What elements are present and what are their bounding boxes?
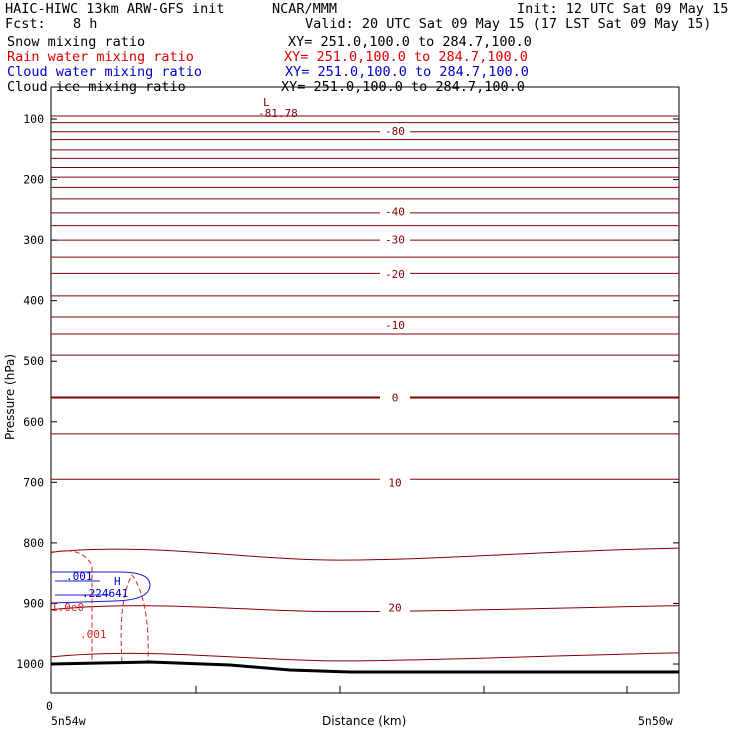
isotherm-line bbox=[50, 224, 680, 227]
isotherm-line bbox=[50, 316, 680, 318]
field-snow-xy: XY= 251.0,100.0 to 284.7,100.0 bbox=[288, 34, 532, 50]
isotherm-line bbox=[50, 652, 680, 662]
isotherm-label: -40 bbox=[385, 206, 405, 219]
rain-contour-right bbox=[120, 574, 149, 663]
isotherm-label-bg bbox=[380, 125, 410, 138]
isotherm-group: -80 -40 -30 -20 -10 0 10 20 bbox=[50, 115, 680, 662]
terrain-surface bbox=[50, 660, 679, 674]
isotherm-line bbox=[50, 605, 680, 613]
isotherm-line bbox=[50, 547, 680, 561]
isotherm-line bbox=[50, 272, 680, 275]
cloud-water-contours bbox=[50, 571, 151, 604]
cloud-water-outer-contour bbox=[50, 571, 151, 604]
y-tick-label: 400 bbox=[23, 294, 44, 308]
isotherm-label: -80 bbox=[385, 125, 405, 138]
x-right-label: 5n50w bbox=[638, 714, 673, 728]
isotherm-label: -30 bbox=[385, 234, 405, 247]
init-time: Init: 12 UTC Sat 09 May 15 bbox=[517, 1, 729, 17]
y-tick-label: 700 bbox=[23, 475, 44, 489]
x-tick-label-0: 0 bbox=[46, 699, 53, 713]
isotherm-label-bg bbox=[380, 233, 410, 246]
isotherm-line bbox=[50, 138, 680, 141]
y-tick-label: 800 bbox=[23, 536, 44, 550]
isotherm-line bbox=[50, 157, 680, 160]
max-marker-symbol: H bbox=[114, 575, 121, 588]
isotherm-label-bg bbox=[380, 268, 410, 281]
y-tick-label: 300 bbox=[23, 233, 44, 247]
y-axis-title: Pressure (hPa) bbox=[3, 354, 17, 440]
isotherm-line bbox=[50, 176, 680, 178]
rain-label-001: .001 bbox=[80, 628, 107, 641]
rain-contour-left bbox=[50, 550, 93, 662]
isotherm-line bbox=[50, 478, 680, 481]
max-marker-value: .224641 bbox=[82, 587, 128, 600]
isotherm-label: -10 bbox=[385, 319, 405, 332]
isotherm-label: -20 bbox=[385, 268, 405, 281]
field-snow-name: Snow mixing ratio bbox=[7, 34, 146, 50]
min-marker-value: -81.78 bbox=[258, 107, 298, 120]
isotherm-line bbox=[50, 166, 680, 169]
fcst-label: Fcst: bbox=[5, 16, 46, 32]
isotherm-label: 0 bbox=[392, 392, 399, 405]
isotherm-line bbox=[50, 186, 680, 189]
y-tick-label: 1000 bbox=[16, 657, 44, 671]
isotherm-line bbox=[50, 256, 680, 258]
min-marker-symbol: L bbox=[263, 96, 270, 109]
rain-water-contours bbox=[50, 550, 149, 663]
y-tick-label: 200 bbox=[23, 173, 44, 187]
y-tick-label: 100 bbox=[23, 112, 44, 126]
y-tick-label: 500 bbox=[23, 354, 44, 368]
isotherm-line bbox=[50, 333, 680, 335]
rain-label-1e0: 1.0e0 bbox=[51, 601, 84, 614]
isotherm-line bbox=[50, 212, 680, 214]
isotherm-line bbox=[50, 198, 680, 200]
valid-time: Valid: 20 UTC Sat 09 May 15 (17 LST Sat … bbox=[305, 16, 712, 32]
y-tick-label: 900 bbox=[23, 596, 44, 610]
cloud-label-001: .001 bbox=[66, 570, 93, 583]
field-rain-name: Rain water mixing ratio bbox=[7, 49, 194, 65]
isotherm-label-bg bbox=[380, 318, 410, 331]
isotherm-label-bg bbox=[380, 391, 410, 404]
x-axis-title: Distance (km) bbox=[322, 714, 406, 728]
x-axis-ticks bbox=[50, 686, 628, 693]
isotherm-label-bg bbox=[380, 205, 410, 218]
field-cloudwater-xy: XY= 251.0,100.0 to 284.7,100.0 bbox=[285, 64, 529, 80]
isotherm-label-bg bbox=[380, 601, 410, 614]
fcst-value: 8 h bbox=[73, 16, 98, 32]
isotherm-line bbox=[50, 433, 680, 435]
plot-frame bbox=[50, 86, 680, 694]
cloud-water-inner-contour bbox=[55, 580, 110, 596]
model-title: HAIC-HIWC 13km ARW-GFS init bbox=[5, 1, 225, 17]
y-tick-label: 600 bbox=[23, 415, 44, 429]
isotherm-line bbox=[50, 354, 680, 356]
isotherm-line bbox=[50, 121, 680, 124]
x-left-label: 5n54w bbox=[51, 714, 86, 728]
field-rain-xy: XY= 251.0,100.0 to 284.7,100.0 bbox=[284, 49, 528, 65]
isotherm-line bbox=[50, 239, 680, 241]
isotherm-line bbox=[50, 149, 680, 151]
isotherm-line bbox=[50, 115, 680, 117]
field-cloudwater-name: Cloud water mixing ratio bbox=[7, 64, 203, 80]
org-label: NCAR/MMM bbox=[272, 1, 338, 17]
isotherm-line bbox=[50, 130, 680, 133]
isotherm-line bbox=[50, 396, 680, 399]
isotherm-label-bg bbox=[380, 476, 410, 489]
isotherm-label: 10 bbox=[388, 476, 401, 489]
isotherm-label: 20 bbox=[388, 602, 401, 615]
isotherm-line bbox=[50, 295, 680, 297]
